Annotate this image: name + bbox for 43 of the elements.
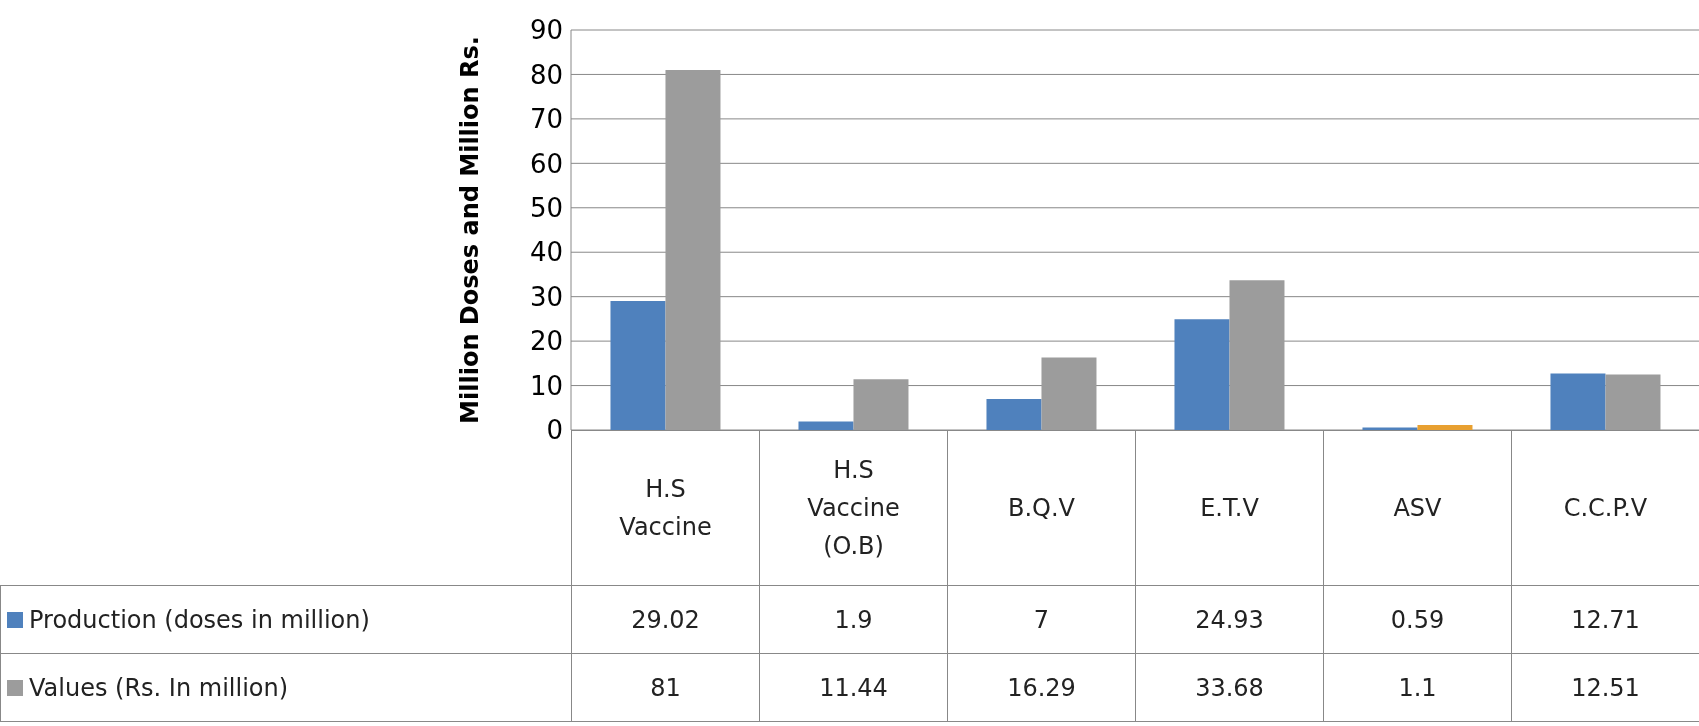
bar xyxy=(1174,319,1230,430)
y-axis-title: Million Doses and Million Rs. xyxy=(456,36,484,424)
x-tick-label: C.C.P.V xyxy=(1511,430,1699,586)
data-label: 7 xyxy=(947,585,1136,654)
bar xyxy=(1229,280,1285,430)
data-label: 11.44 xyxy=(759,653,948,722)
y-tick-label: 80 xyxy=(529,59,563,90)
data-label: 1.1 xyxy=(1323,653,1512,722)
y-tick-label: 30 xyxy=(529,281,563,312)
x-tick-label: E.T.V xyxy=(1135,430,1324,586)
x-tick-label: B.Q.V xyxy=(947,430,1136,586)
y-tick-label: 40 xyxy=(529,237,563,268)
bar xyxy=(798,421,854,430)
data-label: 81 xyxy=(571,653,760,722)
y-tick-label: 60 xyxy=(529,148,563,179)
legend-label: Production (doses in million) xyxy=(0,585,572,654)
data-label: 24.93 xyxy=(1135,585,1324,654)
bar xyxy=(853,379,909,430)
data-label: 33.68 xyxy=(1135,653,1324,722)
bar xyxy=(1362,427,1418,430)
data-label: 12.51 xyxy=(1511,653,1699,722)
bar xyxy=(1605,374,1661,430)
y-tick-label: 10 xyxy=(529,370,563,401)
data-label: 12.71 xyxy=(1511,585,1699,654)
data-label: 16.29 xyxy=(947,653,1136,722)
bar xyxy=(1550,373,1606,430)
bar xyxy=(1041,357,1097,430)
y-tick-label: 90 xyxy=(529,15,563,46)
bar xyxy=(610,301,666,430)
y-tick-label: 70 xyxy=(529,104,563,135)
y-tick-label: 50 xyxy=(529,193,563,224)
data-label: 29.02 xyxy=(571,585,760,654)
legend-label: Values (Rs. In million) xyxy=(0,653,572,722)
bar xyxy=(1417,425,1473,430)
bar xyxy=(665,70,721,430)
x-tick-label: H.S Vaccine xyxy=(571,430,760,586)
bar xyxy=(986,398,1042,430)
x-tick-label: ASV xyxy=(1323,430,1512,586)
x-tick-label: H.S Vaccine (O.B) xyxy=(759,430,948,586)
data-label: 1.9 xyxy=(759,585,948,654)
y-tick-label: 20 xyxy=(529,326,563,357)
data-label: 0.59 xyxy=(1323,585,1512,654)
y-tick-label: 0 xyxy=(546,415,563,446)
